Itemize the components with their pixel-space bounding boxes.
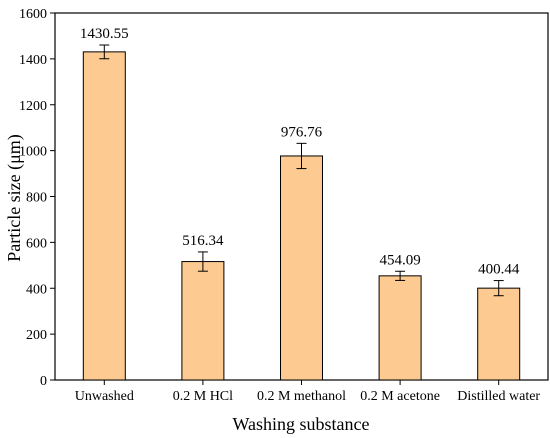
- bar: [477, 287, 521, 381]
- x-axis-title: Washing substance: [232, 414, 369, 434]
- x-tick-label: 0.2 M methanol: [257, 389, 346, 404]
- data-label: 400.44: [478, 262, 520, 278]
- y-tick-label: 200: [26, 328, 47, 343]
- y-tick-label: 1400: [19, 53, 47, 68]
- y-tick-label: 600: [26, 236, 47, 251]
- value-labels: 1430.55 516.34 976.76 454.09 400.44: [80, 26, 520, 278]
- x-axis: Unwashed 0.2 M HCl 0.2 M methanol 0.2 M ace…: [75, 380, 540, 404]
- y-tick-label: 1200: [19, 99, 47, 114]
- bar: [181, 261, 225, 381]
- y-tick-label: 1000: [19, 145, 47, 160]
- x-tick-label: 0.2 M HCl: [173, 389, 233, 404]
- data-label: 516.34: [182, 233, 224, 249]
- x-tick-label: Unwashed: [75, 389, 134, 404]
- y-axis-title: Particle size (μm): [4, 134, 25, 262]
- x-tick-label: 0.2 M acetone: [360, 389, 440, 404]
- y-tick-label: 800: [26, 191, 47, 206]
- data-label: 454.09: [379, 252, 420, 268]
- error-bars: [99, 44, 504, 297]
- bar: [378, 275, 422, 381]
- data-label: 976.76: [281, 124, 323, 140]
- x-tick-label: Distilled water: [457, 389, 540, 404]
- y-tick-label: 1600: [19, 7, 47, 22]
- y-axis: 0 200 400 600 800 1000 1200 1400 1600: [19, 7, 55, 389]
- bar: [82, 51, 126, 381]
- y-tick-label: 400: [26, 282, 47, 297]
- y-tick-label: 0: [40, 374, 47, 389]
- bars: [82, 51, 521, 381]
- bar: [280, 155, 323, 381]
- data-label: 1430.55: [80, 26, 129, 42]
